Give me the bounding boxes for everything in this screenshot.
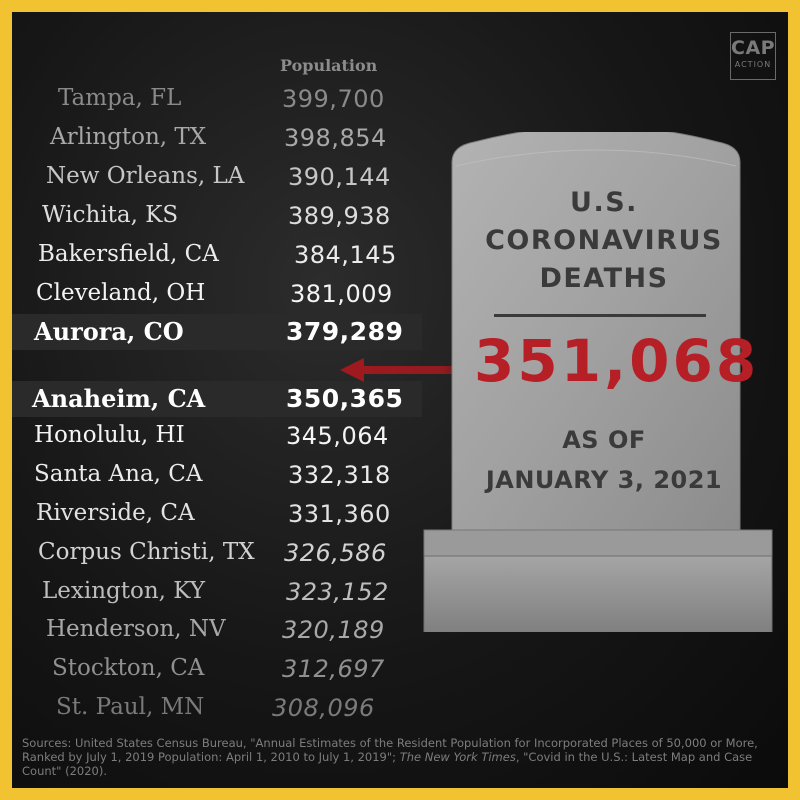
city-population: 379,289: [286, 317, 404, 346]
city-population: 320,189: [282, 616, 385, 644]
city-name: Aurora, CO: [34, 317, 184, 346]
footnote-part-1: Sources: United States Census Bureau, "A…: [22, 736, 758, 764]
death-count: 351,068: [474, 327, 760, 395]
cap-action-logo: CAP ACTION: [730, 32, 776, 80]
city-row: Honolulu, HI 345,064: [12, 419, 422, 455]
city-population: 389,938: [288, 202, 391, 230]
city-row: Santa Ana, CA 332,318: [12, 458, 422, 494]
tombstone-divider: [494, 314, 706, 317]
city-row: Tampa, FL 399,700: [12, 82, 422, 118]
city-population: 384,145: [294, 241, 397, 269]
city-population: 398,854: [284, 124, 387, 152]
city-population: 331,360: [288, 500, 391, 528]
city-name: Honolulu, HI: [34, 422, 185, 448]
city-row: Henderson, NV 320,189: [12, 613, 422, 649]
city-population: 308,096: [272, 694, 375, 722]
logo-text-sub: ACTION: [734, 60, 772, 69]
city-name: Anaheim, CA: [32, 384, 206, 413]
city-population: 381,009: [290, 280, 393, 308]
city-row: Wichita, KS 389,938: [12, 199, 422, 235]
city-name: Cleveland, OH: [36, 280, 206, 306]
logo-text-main: CAP: [731, 37, 776, 59]
city-name: Riverside, CA: [36, 500, 195, 526]
city-population: 326,586: [284, 539, 387, 567]
city-name: Stockton, CA: [52, 655, 205, 681]
city-row: Corpus Christi, TX 326,586: [12, 536, 422, 572]
pointer-arrow-icon: [340, 358, 478, 382]
city-name: Santa Ana, CA: [34, 461, 203, 487]
highlighted-city-row-below: Anaheim, CA 350,365: [12, 381, 422, 417]
sources-footnote: Sources: United States Census Bureau, "A…: [22, 736, 782, 778]
city-row: Riverside, CA 331,360: [12, 497, 422, 533]
title-line-1: U.S.: [570, 187, 638, 218]
city-population: 312,697: [282, 655, 385, 683]
as-of-label: AS OF: [562, 426, 646, 454]
city-row: Lexington, KY 323,152: [12, 575, 422, 611]
city-row: St. Paul, MN 308,096: [12, 691, 422, 727]
tombstone-graphic: [423, 132, 773, 632]
city-row: Cleveland, OH 381,009: [12, 277, 422, 313]
highlighted-city-row-above: Aurora, CO 379,289: [12, 314, 422, 350]
city-name: Corpus Christi, TX: [38, 539, 255, 565]
population-header: Population: [280, 56, 378, 75]
city-population: 332,318: [288, 461, 391, 489]
city-name: St. Paul, MN: [56, 694, 205, 720]
tombstone: U.S. CORONAVIRUS DEATHS 351,068 AS OF JA…: [416, 132, 776, 632]
city-name: Bakersfield, CA: [38, 241, 219, 267]
city-row: New Orleans, LA 390,144: [12, 160, 422, 196]
city-population: 350,365: [286, 384, 404, 413]
city-name: New Orleans, LA: [46, 163, 245, 189]
footnote-source-2: The New York Times: [399, 750, 516, 764]
tombstone-title: U.S. CORONAVIRUS DEATHS: [480, 184, 728, 298]
city-row: Bakersfield, CA 384,145: [12, 238, 422, 274]
city-name: Arlington, TX: [50, 124, 207, 150]
city-name: Wichita, KS: [42, 202, 179, 228]
city-population: 390,144: [288, 163, 391, 191]
title-line-3: DEATHS: [539, 263, 669, 294]
city-name: Henderson, NV: [46, 616, 226, 642]
city-row: Stockton, CA 312,697: [12, 652, 422, 688]
as-of-date: AS OF JANUARY 3, 2021: [480, 420, 728, 500]
city-row: Arlington, TX 398,854: [12, 121, 422, 157]
city-population: 399,700: [282, 85, 385, 113]
city-population: 345,064: [286, 422, 389, 450]
footnote-part-2: , "Covid in the U.S.: Latest Map and Cas…: [22, 750, 753, 778]
title-line-2: CORONAVIRUS: [485, 225, 723, 256]
city-name: Lexington, KY: [42, 578, 206, 604]
as-of-value: JANUARY 3, 2021: [485, 466, 723, 494]
city-population: 323,152: [286, 578, 389, 606]
infographic-panel: CAP ACTION Population Tampa, FL 399,700 A…: [12, 12, 788, 788]
city-name: Tampa, FL: [58, 85, 182, 111]
